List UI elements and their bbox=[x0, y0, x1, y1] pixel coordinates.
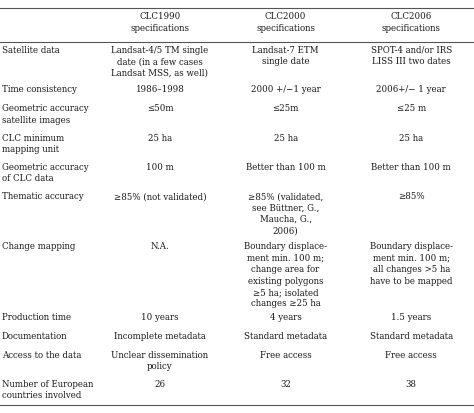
Text: Geometric accuracy
satellite images: Geometric accuracy satellite images bbox=[2, 104, 89, 125]
Text: ≥85% (validated,
see Büttner, G.,
Maucha, G.,
2006): ≥85% (validated, see Büttner, G., Maucha… bbox=[248, 192, 323, 235]
Text: Boundary displace-
ment min. 100 m;
change area for
existing polygons
≥5 ha; iso: Boundary displace- ment min. 100 m; chan… bbox=[244, 242, 327, 309]
Text: 38: 38 bbox=[406, 380, 417, 389]
Text: Landsat-7 ETM
single date: Landsat-7 ETM single date bbox=[252, 46, 319, 66]
Text: Better than 100 m: Better than 100 m bbox=[246, 163, 326, 172]
Text: Documentation: Documentation bbox=[2, 332, 68, 341]
Text: ≤50m: ≤50m bbox=[147, 104, 173, 113]
Text: N.A.: N.A. bbox=[151, 242, 169, 251]
Text: CLC minimum
mapping unit: CLC minimum mapping unit bbox=[2, 134, 64, 154]
Text: 26: 26 bbox=[155, 380, 165, 389]
Text: Change mapping: Change mapping bbox=[2, 242, 75, 251]
Text: Unclear dissemination
policy: Unclear dissemination policy bbox=[111, 351, 209, 371]
Text: Satellite data: Satellite data bbox=[2, 46, 60, 55]
Text: Free access: Free access bbox=[260, 351, 311, 360]
Text: Time consistency: Time consistency bbox=[2, 85, 77, 95]
Text: Landsat-4/5 TM single
date (in a few cases
Landsat MSS, as well): Landsat-4/5 TM single date (in a few cas… bbox=[111, 46, 209, 78]
Text: Geometric accuracy
of CLC data: Geometric accuracy of CLC data bbox=[2, 163, 89, 183]
Text: Thematic accuracy: Thematic accuracy bbox=[2, 192, 83, 201]
Text: ≤25 m: ≤25 m bbox=[397, 104, 426, 113]
Text: 25 ha: 25 ha bbox=[273, 134, 298, 142]
Text: 32: 32 bbox=[280, 380, 291, 389]
Text: 10 years: 10 years bbox=[141, 313, 179, 322]
Text: Access to the data: Access to the data bbox=[2, 351, 82, 360]
Text: CLC1990
specifications: CLC1990 specifications bbox=[130, 12, 190, 33]
Text: Boundary displace-
ment min. 100 m;
all changes >5 ha
have to be mapped: Boundary displace- ment min. 100 m; all … bbox=[370, 242, 453, 285]
Text: ≤25m: ≤25m bbox=[273, 104, 299, 113]
Text: CLC2000
specifications: CLC2000 specifications bbox=[256, 12, 315, 33]
Text: Production time: Production time bbox=[2, 313, 71, 322]
Text: 25 ha: 25 ha bbox=[148, 134, 172, 142]
Text: Standard metadata: Standard metadata bbox=[370, 332, 453, 341]
Text: 100 m: 100 m bbox=[146, 163, 174, 172]
Text: ≥85% (not validated): ≥85% (not validated) bbox=[114, 192, 206, 201]
Text: ≥85%: ≥85% bbox=[398, 192, 425, 201]
Text: 25 ha: 25 ha bbox=[399, 134, 423, 142]
Text: Better than 100 m: Better than 100 m bbox=[371, 163, 451, 172]
Text: 2006+/− 1 year: 2006+/− 1 year bbox=[376, 85, 446, 95]
Text: Free access: Free access bbox=[385, 351, 437, 360]
Text: 4 years: 4 years bbox=[270, 313, 301, 322]
Text: 2000 +/−1 year: 2000 +/−1 year bbox=[251, 85, 320, 95]
Text: CLC2006
specifications: CLC2006 specifications bbox=[382, 12, 441, 33]
Text: 1.5 years: 1.5 years bbox=[391, 313, 431, 322]
Text: SPOT-4 and/or IRS
LISS III two dates: SPOT-4 and/or IRS LISS III two dates bbox=[371, 46, 452, 66]
Text: Incomplete metadata: Incomplete metadata bbox=[114, 332, 206, 341]
Text: 1986–1998: 1986–1998 bbox=[136, 85, 184, 95]
Text: Number of European
countries involved: Number of European countries involved bbox=[2, 380, 93, 401]
Text: Standard metadata: Standard metadata bbox=[244, 332, 327, 341]
